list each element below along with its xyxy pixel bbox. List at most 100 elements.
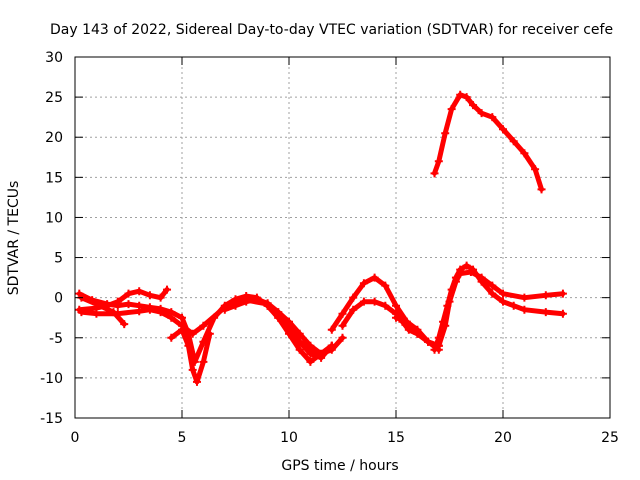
series-line (78, 295, 127, 327)
y-tick-label: 5 (54, 251, 63, 267)
data-series (75, 90, 567, 386)
data-point (404, 325, 413, 334)
data-point (188, 329, 197, 338)
data-point (167, 333, 176, 342)
data-point (477, 109, 486, 118)
data-point (443, 301, 452, 310)
data-point (359, 279, 368, 288)
y-tick-label: 0 (54, 291, 63, 307)
series-s7 (263, 301, 336, 366)
data-point (338, 309, 347, 318)
data-point (499, 289, 507, 298)
y-tick-label: 10 (45, 210, 63, 226)
y-tick-label: 30 (45, 50, 63, 66)
data-point (252, 295, 261, 304)
data-point (109, 308, 118, 317)
data-point (124, 289, 133, 298)
y-axis-label: SDTVAR / TECUs (6, 181, 22, 296)
data-point (75, 289, 84, 298)
data-point (145, 291, 154, 300)
data-point (359, 297, 368, 306)
data-point (370, 273, 379, 282)
data-point (349, 305, 358, 314)
data-point (434, 157, 443, 166)
series-s11 (430, 261, 567, 354)
data-point (178, 325, 186, 334)
data-point (178, 313, 186, 322)
data-point (199, 321, 208, 330)
data-point (113, 297, 122, 306)
data-point (456, 265, 465, 274)
data-point (370, 297, 379, 306)
data-point (439, 317, 448, 326)
y-tick-label: 15 (45, 170, 63, 186)
data-point (558, 309, 567, 318)
data-point (451, 273, 460, 282)
data-point (413, 325, 422, 334)
data-point (135, 287, 144, 296)
data-point (441, 129, 450, 138)
data-point (456, 90, 465, 99)
data-point (434, 333, 443, 342)
data-point (499, 125, 507, 134)
data-point (263, 301, 272, 310)
series-s5 (167, 325, 214, 386)
data-point (338, 333, 347, 342)
data-point (285, 317, 293, 326)
data-point (306, 341, 315, 350)
series-line (432, 92, 544, 192)
data-point (477, 277, 486, 286)
data-point (541, 308, 550, 317)
data-point (447, 285, 456, 294)
data-point (541, 291, 550, 300)
data-point (537, 185, 546, 194)
data-point (199, 357, 208, 366)
data-point (447, 105, 456, 114)
data-point (242, 297, 251, 306)
data-point (231, 301, 240, 310)
y-axis-tick-labels: -15 -10 -5 0 5 10 15 20 25 30 (40, 50, 63, 427)
data-point (167, 313, 176, 322)
data-point (392, 313, 400, 322)
data-point (381, 281, 390, 290)
data-point (520, 149, 529, 158)
data-point (285, 329, 293, 338)
y-tick-label: -5 (49, 331, 63, 347)
data-point (488, 113, 497, 122)
data-point (462, 93, 471, 102)
series-s4 (77, 293, 129, 329)
data-point (509, 137, 518, 146)
data-point (430, 169, 439, 178)
data-point (77, 308, 86, 317)
y-tick-label: 25 (45, 90, 63, 106)
data-point (163, 285, 172, 294)
data-point (124, 300, 133, 309)
data-point (188, 365, 197, 374)
data-point (349, 293, 358, 302)
data-point (499, 297, 507, 306)
data-point (402, 317, 411, 326)
data-point (92, 300, 101, 309)
data-point (145, 305, 154, 314)
data-point (327, 325, 336, 334)
data-point (192, 377, 201, 386)
series-line (432, 263, 566, 353)
data-point (531, 165, 540, 174)
data-point (430, 345, 439, 354)
data-point (156, 293, 165, 302)
data-point (469, 265, 478, 274)
data-point (156, 308, 165, 317)
x-tick-label: 0 (71, 430, 80, 446)
data-point (338, 321, 347, 330)
data-point (520, 293, 529, 302)
data-point (469, 101, 478, 110)
data-point (424, 337, 433, 346)
data-point (220, 305, 229, 314)
data-point (120, 320, 129, 329)
x-tick-label: 20 (494, 430, 512, 446)
data-point (558, 289, 567, 298)
data-point (306, 349, 315, 358)
data-point (92, 309, 101, 318)
x-tick-label: 5 (178, 430, 187, 446)
x-tick-label: 25 (601, 430, 619, 446)
